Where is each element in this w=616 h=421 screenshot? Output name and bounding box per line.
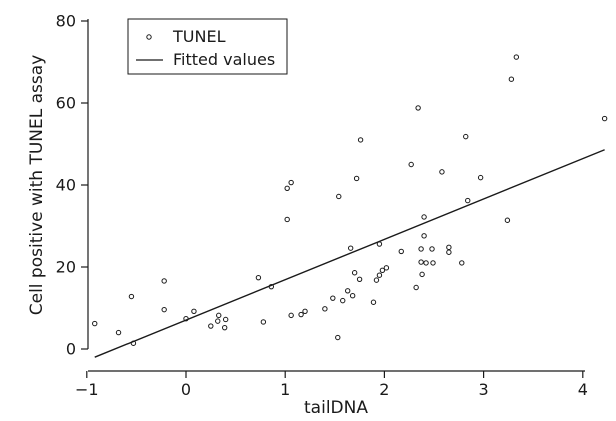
data-point xyxy=(347,245,354,251)
data-point xyxy=(398,248,404,255)
legend-box xyxy=(127,18,288,75)
y-axis-title: Cell positive with TUNEL assay xyxy=(27,55,47,316)
data-point xyxy=(446,249,452,255)
legend-label-tunel: TUNEL xyxy=(172,27,226,46)
data-point xyxy=(115,329,122,336)
axes xyxy=(87,19,585,372)
data-point xyxy=(465,197,471,204)
y-tick-label: 80 xyxy=(56,12,76,31)
data-point xyxy=(340,297,346,304)
data-point xyxy=(208,323,214,329)
data-point xyxy=(459,260,465,266)
plot-marks xyxy=(92,54,608,358)
data-point xyxy=(260,319,267,325)
x-tick-label: 4 xyxy=(578,380,588,399)
x-tick-label: 1 xyxy=(280,380,290,399)
data-point xyxy=(351,270,358,276)
data-point xyxy=(288,179,294,186)
data-point xyxy=(357,137,364,143)
data-point xyxy=(601,115,608,122)
data-point xyxy=(376,241,383,247)
data-point xyxy=(423,260,429,266)
data-point xyxy=(284,185,290,191)
y-tick-label: 0 xyxy=(66,340,76,359)
data-point xyxy=(344,288,351,294)
data-point xyxy=(383,265,390,271)
y-tick-label: 60 xyxy=(56,94,76,113)
data-point xyxy=(335,334,341,341)
data-point xyxy=(161,306,167,313)
data-point xyxy=(513,54,520,60)
legend-marker-tunel xyxy=(146,34,152,40)
data-point xyxy=(413,284,419,291)
data-point xyxy=(429,246,435,252)
x-tick-label: 2 xyxy=(379,380,389,399)
x-axis-title: tailDNA xyxy=(304,398,368,418)
data-point xyxy=(336,193,342,200)
data-point xyxy=(130,340,137,346)
y-tick-label: 40 xyxy=(56,176,76,195)
data-point xyxy=(356,276,363,282)
legend-label-fitted: Fitted values xyxy=(173,50,275,69)
data-point xyxy=(446,244,452,251)
data-point xyxy=(191,308,197,314)
data-point xyxy=(463,133,469,140)
data-point xyxy=(508,76,515,82)
data-point xyxy=(302,308,308,314)
data-point xyxy=(421,233,427,239)
y-tick-label: 20 xyxy=(56,258,76,277)
data-point xyxy=(322,306,328,312)
data-point xyxy=(370,299,377,305)
data-point xyxy=(128,293,135,300)
data-point xyxy=(477,174,484,181)
data-point xyxy=(430,260,436,266)
data-point xyxy=(298,311,304,318)
data-point xyxy=(222,316,229,323)
data-point xyxy=(221,324,228,331)
data-point xyxy=(418,259,424,265)
data-point xyxy=(255,274,262,281)
data-point xyxy=(418,246,424,252)
data-point xyxy=(330,295,336,301)
fitted-line xyxy=(94,149,605,358)
data-point xyxy=(408,161,414,168)
data-point xyxy=(439,169,445,175)
data-point xyxy=(353,175,360,182)
x-tick-label: 0 xyxy=(181,380,191,399)
x-tick-label: −1 xyxy=(75,380,99,399)
data-point xyxy=(268,283,275,290)
data-point xyxy=(376,272,383,278)
data-point xyxy=(349,293,356,299)
data-point xyxy=(216,312,222,319)
data-point xyxy=(92,320,98,327)
data-point xyxy=(161,278,167,284)
data-point xyxy=(415,105,421,111)
data-point xyxy=(284,216,290,223)
data-point xyxy=(373,277,380,283)
data-point xyxy=(215,318,221,324)
legend: TUNEL Fitted values xyxy=(127,18,288,75)
data-point xyxy=(379,267,386,273)
data-point xyxy=(183,315,189,322)
data-point xyxy=(504,217,511,223)
x-tick-label: 3 xyxy=(479,380,489,399)
data-point xyxy=(421,214,427,220)
data-point xyxy=(419,271,425,278)
data-point xyxy=(288,312,294,319)
